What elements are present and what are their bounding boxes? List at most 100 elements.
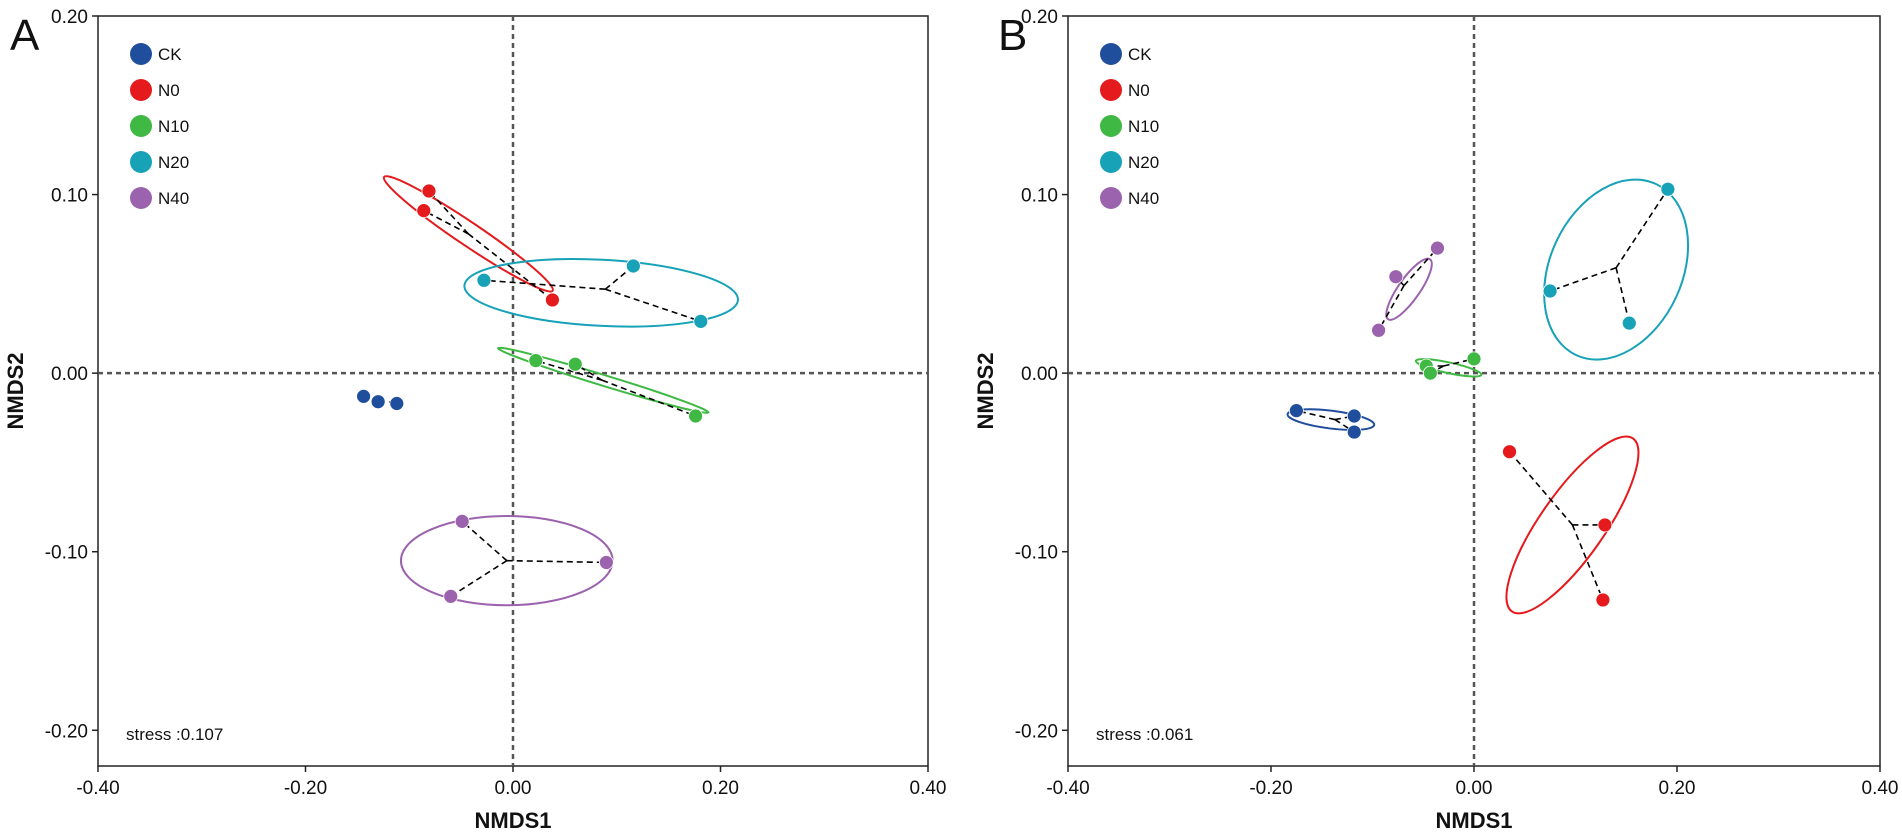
data-point-n10 <box>567 356 583 372</box>
legend-label-n40: N40 <box>1128 189 1159 208</box>
confidence-ellipse-n10 <box>1414 358 1483 378</box>
spoke-line-n40 <box>1377 285 1405 331</box>
spoke-line-n10 <box>601 379 696 417</box>
data-point-n10 <box>528 353 544 369</box>
legend-marker-n0 <box>130 79 152 101</box>
legend-marker-n20 <box>130 151 152 173</box>
legend-label-n20: N20 <box>158 153 189 172</box>
spoke-line-n20 <box>1615 188 1669 269</box>
spoke-line-n10 <box>1443 358 1475 367</box>
spoke-line-n20 <box>483 279 606 291</box>
data-point-n20 <box>625 258 641 274</box>
spoke-line-n0 <box>428 190 469 235</box>
data-point-n0 <box>1595 592 1611 608</box>
legend-label-ck: CK <box>158 45 182 64</box>
spoke-line-n20 <box>1615 267 1631 324</box>
legend-label-n10: N10 <box>1128 117 1159 136</box>
nmds-panel-b: B -0.40 -0.20 0.00 0.20 0.40 -0.20 -0.10 0.00 0.1… <box>973 7 1898 833</box>
x-tick-label: 0.40 <box>1862 778 1899 799</box>
spoke-line-n0 <box>467 233 553 301</box>
y-tick-label: 0.10 <box>51 186 88 207</box>
data-point-n10 <box>1422 365 1438 381</box>
y-tick-label: 0.20 <box>1021 7 1058 28</box>
spoke-line-n10 <box>535 359 603 382</box>
legend-label-n0: N0 <box>158 81 180 100</box>
spoke-line-n40 <box>461 520 508 562</box>
spoke-line-n0 <box>1571 524 1604 601</box>
data-point-n20 <box>693 313 709 329</box>
data-point-n0 <box>421 183 437 199</box>
data-point-n40 <box>598 555 614 570</box>
data-point-n0 <box>545 292 560 308</box>
data-point-n20 <box>1660 181 1676 197</box>
data-point-ck <box>1346 424 1362 440</box>
legend-marker-n40 <box>130 187 152 209</box>
panel-label: B <box>998 11 1027 60</box>
data-point-n10 <box>1466 351 1482 367</box>
x-tick-label: -0.40 <box>1046 778 1089 799</box>
stress-annotation: stress :0.061 <box>1096 725 1193 744</box>
x-axis-label: NMDS1 <box>474 808 551 833</box>
data-point-n40 <box>454 513 470 529</box>
data-point-n0 <box>1597 517 1613 533</box>
confidence-ellipse-n20 <box>1543 178 1690 361</box>
data-point-n20 <box>1621 315 1637 331</box>
legend-label-ck: CK <box>1128 45 1152 64</box>
y-tick-label: -0.10 <box>1015 543 1058 564</box>
x-tick-label: 0.20 <box>702 778 739 799</box>
legend-label-n10: N10 <box>158 117 189 136</box>
nmds-panel-a: A -0.40 -0.20 0.00 0.20 0.40 -0.20 -0.10 0.00 0.1… <box>3 7 946 833</box>
y-axis-label: NMDS2 <box>3 352 28 429</box>
data-point-ck <box>370 394 386 410</box>
data-point-n20 <box>476 272 492 288</box>
x-tick-label: 0.40 <box>910 778 947 799</box>
spoke-line-ck <box>1334 415 1355 421</box>
confidence-ellipse-n0 <box>382 175 554 293</box>
x-tick-label: 0.20 <box>1659 778 1696 799</box>
legend-label-n0: N0 <box>1128 81 1150 100</box>
y-axis-label: NMDS2 <box>973 352 998 429</box>
spoke-line-n40 <box>450 559 508 598</box>
spoke-line-n20 <box>605 288 702 323</box>
spoke-line-ck <box>1334 418 1355 433</box>
data-point-n0 <box>1502 444 1517 460</box>
legend-marker-ck <box>130 43 152 65</box>
panel-label: A <box>10 11 40 60</box>
data-point-ck <box>389 396 405 411</box>
legend-marker-n10 <box>1100 115 1122 137</box>
spoke-line-n0 <box>423 209 469 235</box>
spoke-line-n20 <box>1549 267 1617 292</box>
data-point-n20 <box>1542 283 1558 299</box>
data-point-n0 <box>416 203 432 219</box>
data-point-n40 <box>443 588 459 604</box>
y-tick-label: 0.20 <box>51 7 88 28</box>
x-axis-label: NMDS1 <box>1435 808 1512 833</box>
x-tick-label: -0.20 <box>284 778 327 799</box>
confidence-ellipse-n10 <box>497 346 710 414</box>
confidence-ellipse-n20 <box>463 258 739 328</box>
y-tick-label: 0.00 <box>1021 364 1058 385</box>
legend-label-n40: N40 <box>158 189 189 208</box>
legend-marker-n0 <box>1100 79 1122 101</box>
data-point-n10 <box>688 408 703 424</box>
data-point-ck <box>1288 403 1304 419</box>
y-tick-label: -0.10 <box>45 543 88 564</box>
y-tick-label: -0.20 <box>45 721 88 742</box>
confidence-ellipse-n40 <box>1385 257 1433 321</box>
spoke-line-n0 <box>1508 451 1574 526</box>
y-tick-label: -0.20 <box>1015 721 1058 742</box>
x-tick-label: -0.40 <box>76 778 119 799</box>
x-tick-label: -0.20 <box>1249 778 1292 799</box>
x-tick-label: 0.00 <box>495 778 532 799</box>
confidence-ellipse-n0 <box>1505 435 1640 615</box>
legend-marker-n40 <box>1100 187 1122 209</box>
x-tick-label: 0.00 <box>1456 778 1493 799</box>
spoke-line-n40 <box>506 559 607 564</box>
data-point-n40 <box>1371 322 1386 338</box>
legend-marker-n20 <box>1100 151 1122 173</box>
spoke-line-n10 <box>574 363 603 381</box>
legend-marker-ck <box>1100 43 1122 65</box>
y-tick-label: 0.00 <box>51 364 88 385</box>
data-point-n40 <box>1430 240 1445 256</box>
